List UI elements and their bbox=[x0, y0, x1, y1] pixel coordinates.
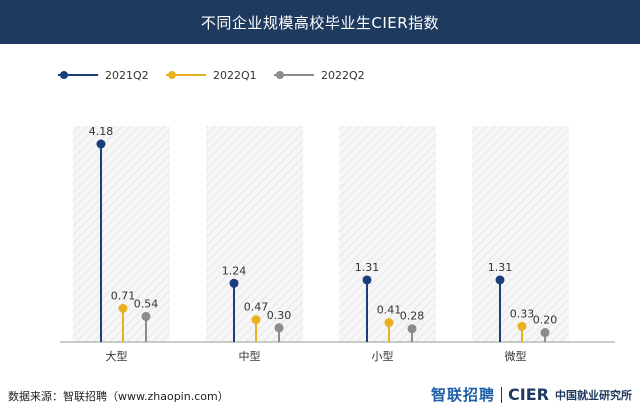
data-label: 0.20 bbox=[533, 314, 558, 327]
category-label: 大型 bbox=[106, 349, 128, 363]
lollipop-2021Q2-大型: 4.18 bbox=[89, 125, 114, 342]
category-band bbox=[472, 126, 569, 342]
lollipop-2022Q2-微型: 0.20 bbox=[533, 314, 558, 342]
legend-item-2022Q2: 2022Q2 bbox=[274, 69, 365, 82]
lollipop-2021Q2-中型: 1.24 bbox=[222, 264, 247, 342]
legend-item-2021Q2: 2021Q2 bbox=[58, 69, 149, 82]
lollipop-2022Q2-小型: 0.28 bbox=[400, 310, 425, 342]
lollipop-2022Q1-中型: 0.47 bbox=[244, 301, 269, 342]
lollipop-point bbox=[495, 275, 505, 285]
data-source-note: 数据来源：智联招聘（www.zhaopin.com） bbox=[8, 390, 229, 403]
category-band bbox=[339, 126, 436, 342]
lollipop-point bbox=[118, 303, 128, 313]
lollipop-2021Q2-微型: 1.31 bbox=[488, 261, 513, 342]
data-label: 0.28 bbox=[400, 310, 425, 323]
chart-title: 不同企业规模高校毕业生CIER指数 bbox=[200, 13, 440, 32]
lollipop-2022Q1-大型: 0.71 bbox=[111, 289, 136, 342]
lollipop-point bbox=[96, 139, 106, 149]
footer-logos: 智联招聘 CIER 中国就业研究所 bbox=[431, 384, 632, 405]
lollipop-2022Q1-小型: 0.41 bbox=[377, 304, 402, 342]
lollipop-point bbox=[229, 278, 239, 288]
data-label: 0.71 bbox=[111, 289, 136, 302]
data-label: 0.30 bbox=[267, 309, 292, 322]
lollipop-point bbox=[384, 318, 394, 328]
lollipop-2022Q2-大型: 0.54 bbox=[134, 297, 159, 342]
lollipop-point bbox=[274, 323, 284, 333]
zhaopin-logo: 智联招聘 bbox=[431, 386, 496, 404]
lollipop-2022Q2-中型: 0.30 bbox=[267, 309, 292, 342]
data-label: 0.47 bbox=[244, 301, 269, 314]
lollipop-2021Q2-小型: 1.31 bbox=[355, 261, 380, 342]
category-label: 微型 bbox=[505, 349, 527, 363]
lollipop-point bbox=[251, 315, 261, 325]
category-band bbox=[206, 126, 303, 342]
lollipop-point bbox=[517, 321, 527, 331]
cier-logo-cn: 中国就业研究所 bbox=[555, 388, 632, 402]
cier-logo: CIER bbox=[508, 385, 549, 404]
legend-label: 2022Q2 bbox=[321, 69, 365, 82]
data-label: 0.33 bbox=[510, 307, 535, 320]
lollipop-point bbox=[540, 328, 550, 338]
data-label: 1.24 bbox=[222, 264, 247, 277]
legend-marker bbox=[60, 71, 68, 79]
chart-title-bar: 不同企业规模高校毕业生CIER指数 bbox=[0, 0, 640, 44]
lollipop-2022Q1-微型: 0.33 bbox=[510, 307, 535, 342]
data-label: 0.54 bbox=[134, 297, 159, 310]
legend-marker bbox=[168, 71, 176, 79]
lollipop-point bbox=[407, 324, 417, 334]
lollipop-chart: 2021Q2 2022Q1 2022Q2 4.180.710.541.240.470… bbox=[58, 69, 615, 363]
category-label: 小型 bbox=[372, 349, 394, 363]
legend-item-2022Q1: 2022Q1 bbox=[166, 69, 257, 82]
logo-divider bbox=[501, 386, 503, 403]
data-label: 1.31 bbox=[488, 261, 513, 274]
data-label: 4.18 bbox=[89, 125, 114, 138]
legend-label: 2022Q1 bbox=[213, 69, 257, 82]
data-label: 1.31 bbox=[355, 261, 380, 274]
legend-label: 2021Q2 bbox=[105, 69, 149, 82]
category-label: 中型 bbox=[239, 349, 261, 363]
data-label: 0.41 bbox=[377, 304, 402, 317]
lollipop-point bbox=[141, 311, 151, 321]
legend-marker bbox=[276, 71, 284, 79]
lollipop-point bbox=[362, 275, 372, 285]
